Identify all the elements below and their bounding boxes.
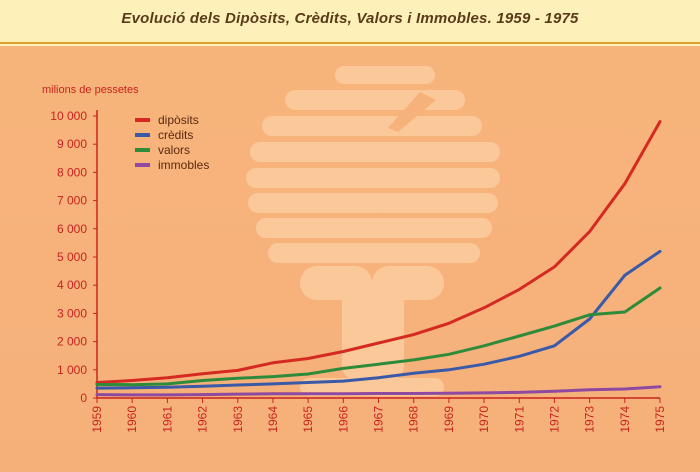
watermark-bar xyxy=(248,193,498,213)
x-tick-label: 1959 xyxy=(90,406,104,433)
x-tick-label: 1973 xyxy=(583,406,597,433)
legend-label-dipòsits: dipòsits xyxy=(158,113,199,127)
y-tick-label: 10 000 xyxy=(50,109,87,123)
x-tick-label: 1974 xyxy=(618,406,632,433)
chart-title: Evolució dels Dipòsits, Crèdits, Valors … xyxy=(121,10,579,27)
y-tick-label: 3 000 xyxy=(57,306,87,320)
x-tick-label: 1970 xyxy=(477,406,491,433)
x-tick-label: 1960 xyxy=(125,406,139,433)
watermark-bar xyxy=(335,66,435,84)
x-tick-label: 1968 xyxy=(407,406,421,433)
x-tick-label: 1961 xyxy=(160,406,174,433)
x-axis-ticks: 1959 1960 1961 1962 1963 1964 1965 1966 1967 1968… xyxy=(90,398,667,433)
y-tick-label: 7 000 xyxy=(57,194,87,208)
series-lines xyxy=(95,120,662,397)
x-tick-label: 1972 xyxy=(547,406,561,433)
watermark-bar xyxy=(262,116,482,136)
x-tick-label: 1969 xyxy=(442,406,456,433)
series-line-crèdits xyxy=(95,249,662,390)
series-line-immobles xyxy=(95,385,662,397)
series-line-dipòsits xyxy=(95,120,662,384)
y-tick-label: 1 000 xyxy=(57,363,87,377)
watermark-bar xyxy=(246,168,500,188)
x-tick-label: 1967 xyxy=(372,406,386,433)
y-tick-label: 6 000 xyxy=(57,222,87,236)
y-tick-label: 0 xyxy=(80,391,87,405)
x-tick-label: 1965 xyxy=(301,406,315,433)
header-divider xyxy=(0,42,700,44)
legend-label-valors: valors xyxy=(158,143,190,157)
x-tick-label: 1962 xyxy=(196,406,210,433)
y-tick-label: 9 000 xyxy=(57,137,87,151)
savings-bank-logo-watermark xyxy=(246,66,500,396)
series-line-valors xyxy=(95,286,662,387)
y-tick-label: 8 000 xyxy=(57,165,87,179)
x-tick-label: 1964 xyxy=(266,406,280,433)
x-tick-label: 1971 xyxy=(512,406,526,433)
x-tick-label: 1975 xyxy=(653,406,667,433)
watermark-notch xyxy=(388,92,436,132)
x-tick-label: 1966 xyxy=(336,406,350,433)
y-tick-label: 2 000 xyxy=(57,335,87,349)
y-tick-label: 4 000 xyxy=(57,278,87,292)
legend-label-immobles: immobles xyxy=(158,158,209,172)
watermark-bar xyxy=(250,142,500,162)
y-tick-label: 5 000 xyxy=(57,250,87,264)
y-axis-label: milions de pessetes xyxy=(42,84,139,96)
watermark-bar xyxy=(256,218,492,238)
watermark-trunk xyxy=(342,280,404,380)
watermark-bar xyxy=(268,243,480,263)
watermark-bar xyxy=(285,90,465,110)
header: Evolució dels Dipòsits, Crèdits, Valors … xyxy=(0,0,700,44)
x-tick-label: 1963 xyxy=(231,406,245,433)
y-axis-ticks: 0 1 000 2 000 3 000 4 000 5 000 6 000 7 000 8 00… xyxy=(50,109,97,405)
legend-label-crèdits: crèdits xyxy=(158,128,193,142)
